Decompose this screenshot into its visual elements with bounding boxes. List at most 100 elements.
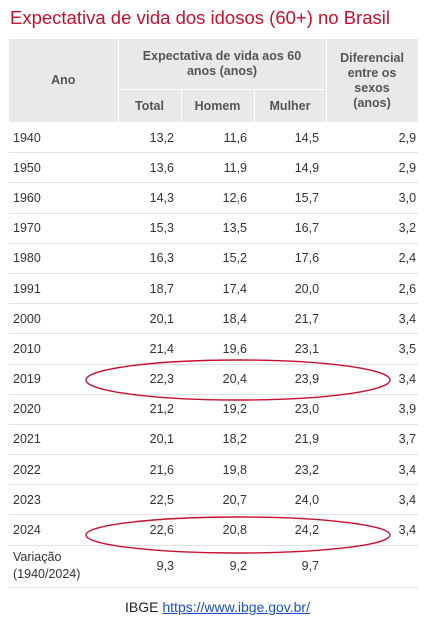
cell-women: 23,0 (254, 394, 327, 425)
variation-label: Variação (1940/2024) (9, 545, 118, 588)
table-body: 1940 13,2 11,6 14,5 2,9 1950 13,6 11,9 14,9 2,9 19… (9, 122, 419, 546)
cell-men: 11,9 (181, 152, 254, 184)
cell-year: 1950 (9, 152, 118, 184)
cell-men: 17,4 (181, 273, 254, 305)
cell-diff: 3,0 (326, 182, 419, 214)
cell-diff: 3,9 (326, 394, 419, 425)
table-row: 2010 21,4 19,6 23,1 3,5 (9, 333, 419, 365)
cell-diff: 3,7 (326, 424, 419, 456)
source-label: IBGE (125, 599, 159, 615)
cell-diff: 2,9 (326, 152, 419, 184)
source-line: IBGE https://www.ibge.gov.br/ (0, 599, 435, 615)
cell-total: 21,4 (118, 333, 181, 365)
cell-total: 21,6 (118, 454, 181, 486)
cell-year: 2023 (9, 484, 118, 516)
cell-total: 15,3 (118, 213, 181, 244)
cell-women: 21,7 (254, 303, 327, 335)
header-year: Ano (9, 38, 119, 123)
source-link[interactable]: https://www.ibge.gov.br/ (162, 599, 310, 615)
table-row: 1940 13,2 11,6 14,5 2,9 (9, 122, 419, 154)
cell-men: 19,8 (181, 454, 254, 486)
cell-diff: 3,4 (326, 484, 419, 516)
cell-women: 24,0 (254, 484, 327, 516)
cell-total: 20,1 (118, 424, 181, 456)
cell-total: 18,7 (118, 273, 181, 305)
cell-year: 2019 (9, 364, 118, 395)
variation-label-line2: (1940/2024) (13, 567, 81, 582)
variation-men: 9,2 (181, 545, 254, 588)
table-row: 1960 14,3 12,6 15,7 3,0 (9, 182, 419, 214)
table-row: 2019 22,3 20,4 23,9 3,4 (9, 364, 419, 395)
table-row: 2023 22,5 20,7 24,0 3,4 (9, 484, 419, 516)
header-men: Homem (180, 89, 255, 123)
page-title: Expectativa de vida dos idosos (60+) no … (10, 7, 390, 28)
table-row: 1970 15,3 13,5 16,7 3,2 (9, 213, 419, 244)
cell-diff: 3,4 (326, 514, 419, 546)
cell-total: 21,2 (118, 394, 181, 425)
cell-year: 1940 (9, 122, 118, 154)
cell-year: 1980 (9, 243, 118, 274)
table-row: 2024 22,6 20,8 24,2 3,4 (9, 514, 419, 546)
cell-women: 23,9 (254, 364, 327, 395)
cell-diff: 2,4 (326, 243, 419, 274)
cell-women: 20,0 (254, 273, 327, 305)
table-row: 2022 21,6 19,8 23,2 3,4 (9, 454, 419, 486)
header-women: Mulher (253, 89, 327, 123)
cell-women: 17,6 (254, 243, 327, 274)
cell-men: 11,6 (181, 122, 254, 154)
cell-total: 20,1 (118, 303, 181, 335)
cell-women: 21,9 (254, 424, 327, 456)
cell-total: 14,3 (118, 182, 181, 214)
cell-diff: 2,6 (326, 273, 419, 305)
cell-total: 13,6 (118, 152, 181, 184)
cell-total: 13,2 (118, 122, 181, 154)
cell-year: 1970 (9, 213, 118, 244)
cell-diff: 3,4 (326, 454, 419, 486)
cell-women: 16,7 (254, 213, 327, 244)
cell-diff: 3,2 (326, 213, 419, 244)
cell-diff: 3,4 (326, 364, 419, 395)
header-total: Total (117, 89, 182, 123)
cell-men: 19,6 (181, 333, 254, 365)
cell-women: 24,2 (254, 514, 327, 546)
cell-women: 23,2 (254, 454, 327, 486)
cell-year: 1991 (9, 273, 118, 305)
cell-year: 2021 (9, 424, 118, 456)
cell-total: 22,5 (118, 484, 181, 516)
cell-diff: 3,5 (326, 333, 419, 365)
cell-year: 2000 (9, 303, 118, 335)
table-row: 1980 16,3 15,2 17,6 2,4 (9, 243, 419, 274)
table-row: 2021 20,1 18,2 21,9 3,7 (9, 424, 419, 456)
cell-total: 22,3 (118, 364, 181, 395)
cell-men: 18,4 (181, 303, 254, 335)
cell-year: 2024 (9, 514, 118, 546)
variation-row: Variação (1940/2024) 9,3 9,2 9,7 (9, 545, 419, 588)
cell-men: 13,5 (181, 213, 254, 244)
cell-year: 2022 (9, 454, 118, 486)
cell-men: 20,7 (181, 484, 254, 516)
cell-men: 15,2 (181, 243, 254, 274)
variation-total: 9,3 (118, 545, 181, 588)
cell-men: 12,6 (181, 182, 254, 214)
table-row: 2020 21,2 19,2 23,0 3,9 (9, 394, 419, 425)
life-expectancy-table: Ano Expectativa de vida aos 60 anos (ano… (9, 38, 419, 588)
cell-women: 14,9 (254, 152, 327, 184)
table-row: 2000 20,1 18,4 21,7 3,4 (9, 303, 419, 335)
cell-year: 1960 (9, 182, 118, 214)
cell-total: 16,3 (118, 243, 181, 274)
header-group: Expectativa de vida aos 60 anos (anos) (117, 38, 327, 90)
cell-men: 20,8 (181, 514, 254, 546)
cell-women: 14,5 (254, 122, 327, 154)
cell-diff: 3,4 (326, 303, 419, 335)
cell-year: 2020 (9, 394, 118, 425)
cell-men: 18,2 (181, 424, 254, 456)
variation-diff (326, 545, 419, 588)
table-row: 1950 13,6 11,9 14,9 2,9 (9, 152, 419, 184)
cell-men: 20,4 (181, 364, 254, 395)
cell-total: 22,6 (118, 514, 181, 546)
variation-label-line1: Variação (13, 550, 62, 565)
cell-women: 23,1 (254, 333, 327, 365)
cell-women: 15,7 (254, 182, 327, 214)
cell-year: 2010 (9, 333, 118, 365)
header-diff: Diferencial entre os sexos (anos) (325, 38, 419, 123)
